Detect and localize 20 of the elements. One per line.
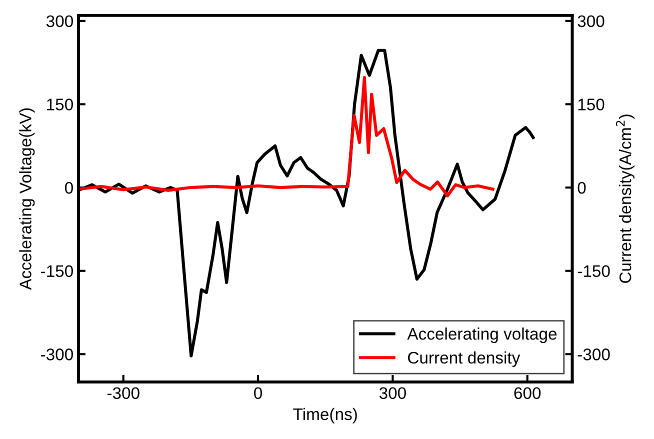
y2-tick-label: -150: [578, 265, 610, 278]
y-tick-label: 0: [65, 182, 73, 194]
x-tick-label: 600: [514, 387, 541, 400]
x-tick-label: 300: [379, 387, 406, 400]
x-axis-title: Time(ns): [293, 408, 357, 424]
y2-tick-label: 150: [578, 98, 604, 110]
legend-label: Current density: [408, 351, 520, 367]
y-tick-label: -300: [41, 348, 73, 360]
y2-tick-label: -300: [578, 348, 610, 360]
x-tick-label: 0: [254, 387, 262, 400]
y-axis-title: Accelerating Voltage(kV): [19, 108, 35, 290]
y2-axis-title: Current density(A/cm$^{2}$): [616, 114, 635, 283]
legend-label: Accelerating voltage: [407, 328, 557, 344]
y2-tick-label: 300: [578, 15, 604, 28]
y2-tick-label: 0: [578, 182, 586, 194]
y-tick-label: 150: [47, 98, 73, 110]
line-series: [78, 76, 494, 198]
y-tick-label: -150: [41, 265, 73, 278]
x-tick-label: -300: [107, 387, 140, 400]
y-tick-label: 300: [46, 15, 73, 28]
